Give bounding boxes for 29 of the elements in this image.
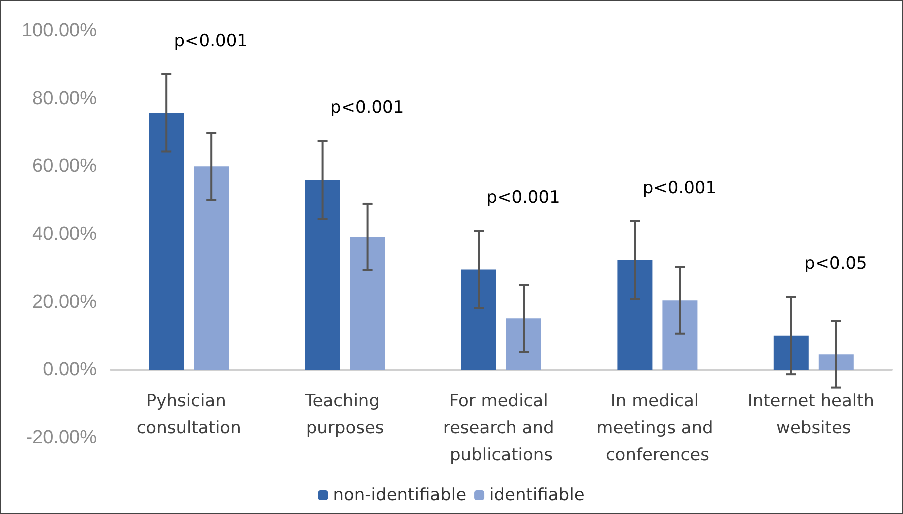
bar bbox=[818, 354, 854, 370]
x-tick-label: Teaching purposes bbox=[304, 392, 386, 439]
annotation: p<0.001 bbox=[642, 178, 717, 198]
y-tick-label: 0.00% bbox=[43, 360, 98, 381]
annotation: p<0.05 bbox=[804, 254, 868, 274]
bar bbox=[305, 180, 340, 370]
annotation: p<0.001 bbox=[486, 188, 560, 208]
y-tick-label: 40.00% bbox=[32, 224, 98, 245]
annotation: p<0.001 bbox=[174, 31, 248, 52]
y-tick-label: 60.00% bbox=[32, 156, 98, 178]
bar bbox=[506, 318, 542, 370]
bar bbox=[774, 336, 809, 370]
x-tick-label: Internet health websites bbox=[748, 392, 880, 439]
legend-label: non-identifiable bbox=[333, 486, 467, 506]
y-tick-label: 100.00% bbox=[22, 20, 98, 42]
y-tick-label: 20.00% bbox=[32, 292, 98, 313]
bar bbox=[662, 300, 698, 370]
annotation: p<0.001 bbox=[330, 98, 404, 118]
bar bbox=[194, 166, 230, 370]
y-tick-label: -20.00% bbox=[26, 428, 98, 448]
bar bbox=[618, 260, 653, 370]
bar bbox=[462, 270, 496, 370]
bar bbox=[350, 237, 386, 370]
x-tick-label: For medical research and publications bbox=[443, 392, 560, 466]
bar bbox=[149, 113, 184, 370]
x-tick-label: In medical meetings and conferences bbox=[596, 392, 719, 466]
legend-label: identifiable bbox=[490, 486, 585, 506]
x-tick-label: Pyhsician consultation bbox=[136, 392, 242, 439]
y-tick-label: 80.00% bbox=[32, 88, 98, 110]
